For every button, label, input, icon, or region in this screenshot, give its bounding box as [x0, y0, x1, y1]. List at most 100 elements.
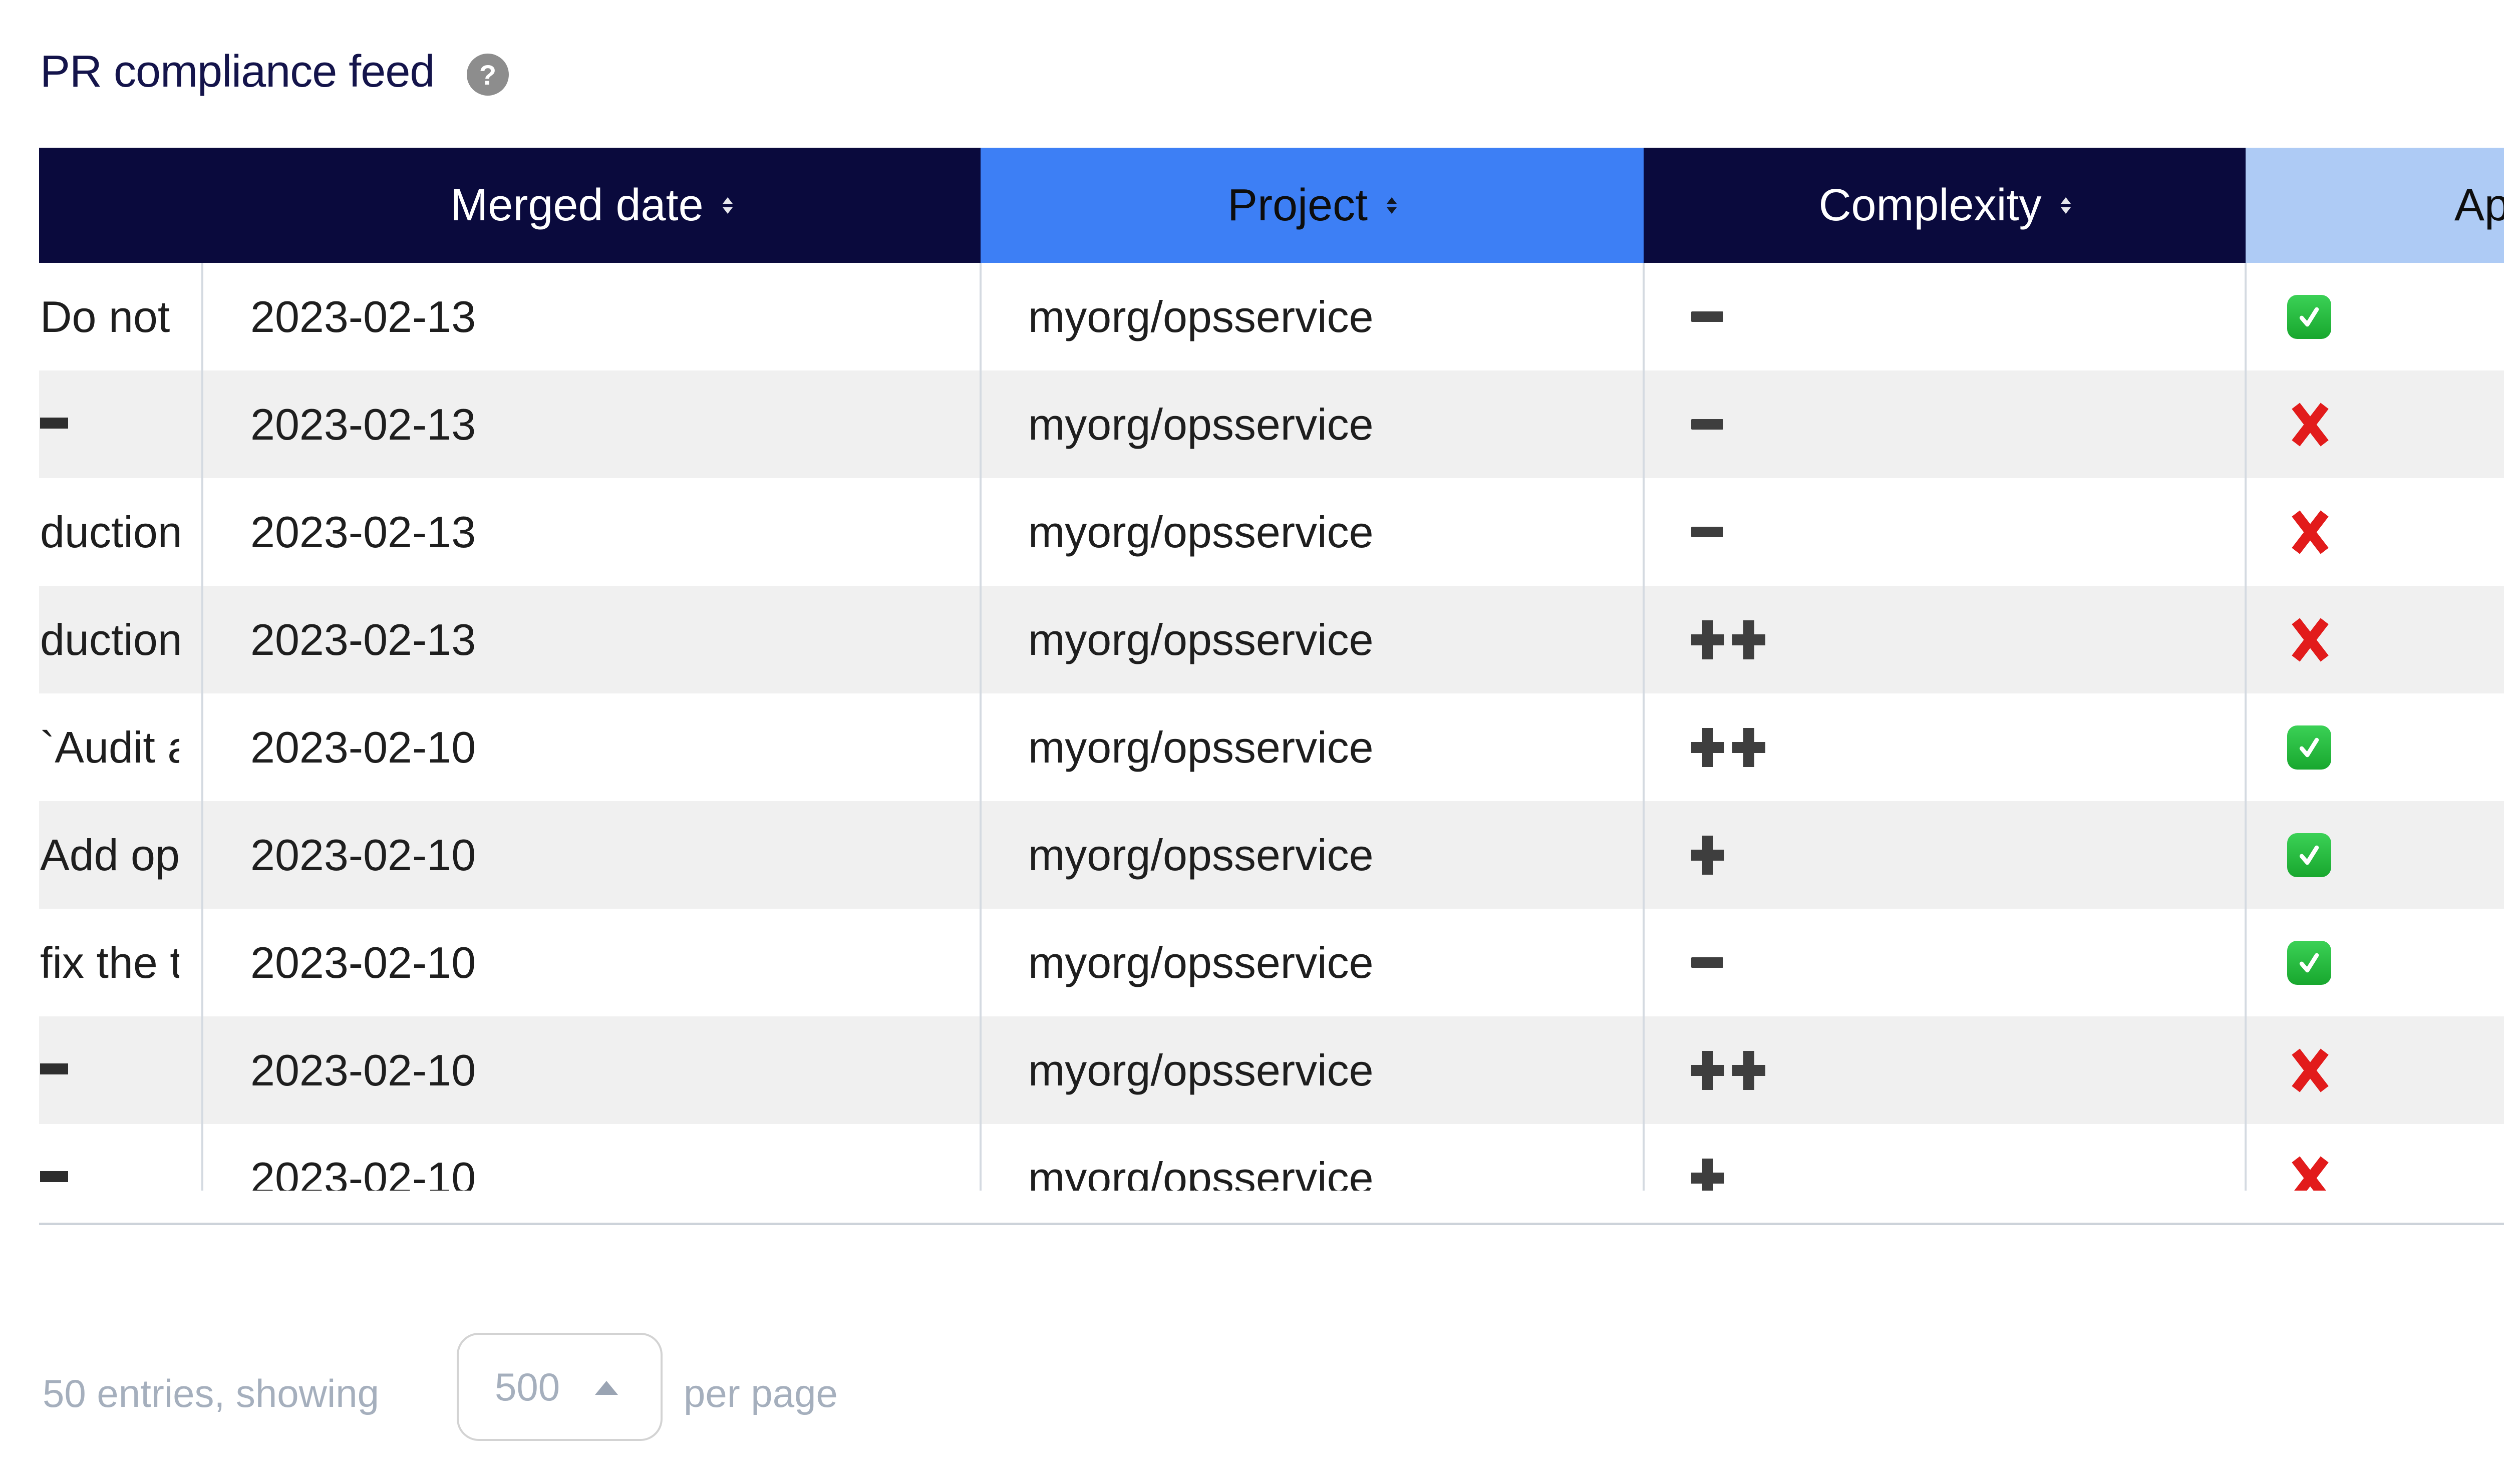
column-header-hidden — [39, 148, 202, 263]
cell-merged-date: 2023-02-10 — [250, 1153, 476, 1191]
cell-title-fragment: Do not — [40, 292, 170, 341]
cell-complexity — [1691, 370, 1723, 478]
cell-merged-date: 2023-02-10 — [250, 722, 476, 772]
cell-title-fragment: fix the t — [40, 938, 179, 987]
cell-complexity — [1691, 586, 1773, 693]
cell-approval — [2287, 693, 2331, 801]
cell-complexity — [1691, 693, 1773, 801]
check-emoji-icon — [2287, 294, 2331, 339]
cross-emoji-icon — [2292, 510, 2329, 554]
cell-approval — [2287, 801, 2331, 909]
table-row: duction 2023-02-13 myorg/opsservice — [39, 478, 2504, 586]
cross-emoji-icon — [2292, 1048, 2329, 1092]
complexity-plus-icon — [1691, 727, 1724, 767]
cell-complexity — [1691, 1016, 1773, 1124]
column-header-project[interactable]: Project — [981, 148, 1644, 263]
compliance-table: Merged dateProjectComplexityApprovalBuil… — [39, 148, 2504, 1191]
complexity-minus-icon — [1691, 957, 1723, 968]
cell-project: myorg/opsservice — [1028, 615, 1374, 664]
complexity-plus-icon — [1691, 620, 1724, 659]
per-page-label: per page — [684, 1371, 838, 1415]
table-row: fix the t 2023-02-10 myorg/opsservice — [39, 909, 2504, 1016]
cell-project: myorg/opsservice — [1028, 830, 1374, 880]
column-separator — [2245, 263, 2247, 1191]
cell-title-fragment — [40, 1016, 179, 1124]
cell-merged-date: 2023-02-13 — [250, 507, 476, 557]
column-header-merged-date[interactable]: Merged date — [202, 148, 981, 263]
truncated-title-dash — [40, 1063, 68, 1074]
table-row: 2023-02-10 myorg/opsservice — [39, 1016, 2504, 1124]
sort-carets-icon — [2060, 197, 2071, 214]
complexity-minus-icon — [1691, 311, 1723, 322]
question-mark-icon[interactable]: ? — [467, 54, 509, 96]
table-row: 2023-02-13 myorg/opsservice — [39, 370, 2504, 478]
cell-complexity — [1691, 909, 1723, 1016]
complexity-plus-icon — [1691, 1050, 1724, 1090]
table-footer-divider — [39, 1223, 2504, 1225]
truncated-title-dash — [40, 1171, 68, 1182]
table-row: Do not 2023-02-13 myorg/opsservice — [39, 263, 2504, 370]
cell-project: myorg/opsservice — [1028, 292, 1374, 341]
cell-approval — [2287, 1124, 2333, 1191]
complexity-minus-icon — [1691, 527, 1723, 537]
cross-emoji-icon — [2292, 402, 2329, 447]
cross-emoji-icon — [2292, 617, 2329, 662]
cell-approval — [2287, 586, 2333, 693]
truncated-title-dash — [40, 418, 68, 429]
column-separator — [1643, 263, 1645, 1191]
cell-project: myorg/opsservice — [1028, 722, 1374, 772]
panel-title: PR compliance feed — [40, 47, 435, 97]
cell-merged-date: 2023-02-13 — [250, 292, 476, 341]
table-row: 2023-02-10 myorg/opsservice — [39, 1124, 2504, 1191]
cell-complexity — [1691, 263, 1723, 370]
column-header-label: Merged date — [450, 180, 704, 230]
complexity-plus-icon — [1732, 620, 1765, 659]
cell-project: myorg/opsservice — [1028, 1153, 1374, 1191]
caret-up-icon — [595, 1381, 618, 1395]
check-emoji-icon — [2287, 725, 2331, 770]
complexity-plus-icon — [1732, 727, 1765, 767]
cell-title-fragment: duction — [40, 615, 179, 664]
cell-merged-date: 2023-02-13 — [250, 400, 476, 449]
cell-merged-date: 2023-02-13 — [250, 615, 476, 664]
cell-title-fragment: `Audit a — [40, 722, 179, 772]
column-header-label: Approval — [2454, 180, 2504, 230]
cell-title-fragment — [40, 1124, 179, 1191]
complexity-plus-icon — [1732, 1050, 1765, 1090]
column-separator — [980, 263, 982, 1191]
cell-approval — [2287, 263, 2331, 370]
cell-complexity — [1691, 801, 1732, 909]
cell-title-fragment: Add op — [40, 830, 179, 880]
cell-approval — [2287, 370, 2333, 478]
complexity-plus-icon — [1691, 835, 1724, 875]
cross-emoji-icon — [2292, 1156, 2329, 1191]
cell-title-fragment: duction — [40, 507, 179, 557]
column-header-label: Complexity — [1818, 180, 2042, 230]
cell-complexity — [1691, 478, 1723, 586]
cell-project: myorg/opsservice — [1028, 938, 1374, 987]
cell-approval — [2287, 1016, 2333, 1124]
cell-project: myorg/opsservice — [1028, 400, 1374, 449]
check-emoji-icon — [2287, 940, 2331, 985]
table-row: Add op 2023-02-10 myorg/opsservice — [39, 801, 2504, 909]
complexity-minus-icon — [1691, 419, 1723, 430]
sort-carets-icon — [1387, 197, 1397, 214]
cell-merged-date: 2023-02-10 — [250, 938, 476, 987]
page-size-select[interactable]: 500 — [457, 1333, 663, 1441]
check-emoji-icon — [2287, 833, 2331, 877]
table-row: `Audit a 2023-02-10 myorg/opsservice — [39, 693, 2504, 801]
table-row: duction 2023-02-13 myorg/opsservice — [39, 586, 2504, 693]
page-size-value: 500 — [495, 1365, 560, 1409]
cell-title-fragment — [40, 370, 179, 478]
cell-merged-date: 2023-02-10 — [250, 1045, 476, 1095]
cell-merged-date: 2023-02-10 — [250, 830, 476, 880]
cell-complexity — [1691, 1124, 1732, 1191]
cell-approval — [2287, 478, 2333, 586]
column-header-complexity[interactable]: Complexity — [1644, 148, 2246, 263]
cell-project: myorg/opsservice — [1028, 507, 1374, 557]
column-header-approval[interactable]: Approval — [2246, 148, 2504, 263]
cell-project: myorg/opsservice — [1028, 1045, 1374, 1095]
cell-approval — [2287, 909, 2331, 1016]
complexity-plus-icon — [1691, 1158, 1724, 1191]
